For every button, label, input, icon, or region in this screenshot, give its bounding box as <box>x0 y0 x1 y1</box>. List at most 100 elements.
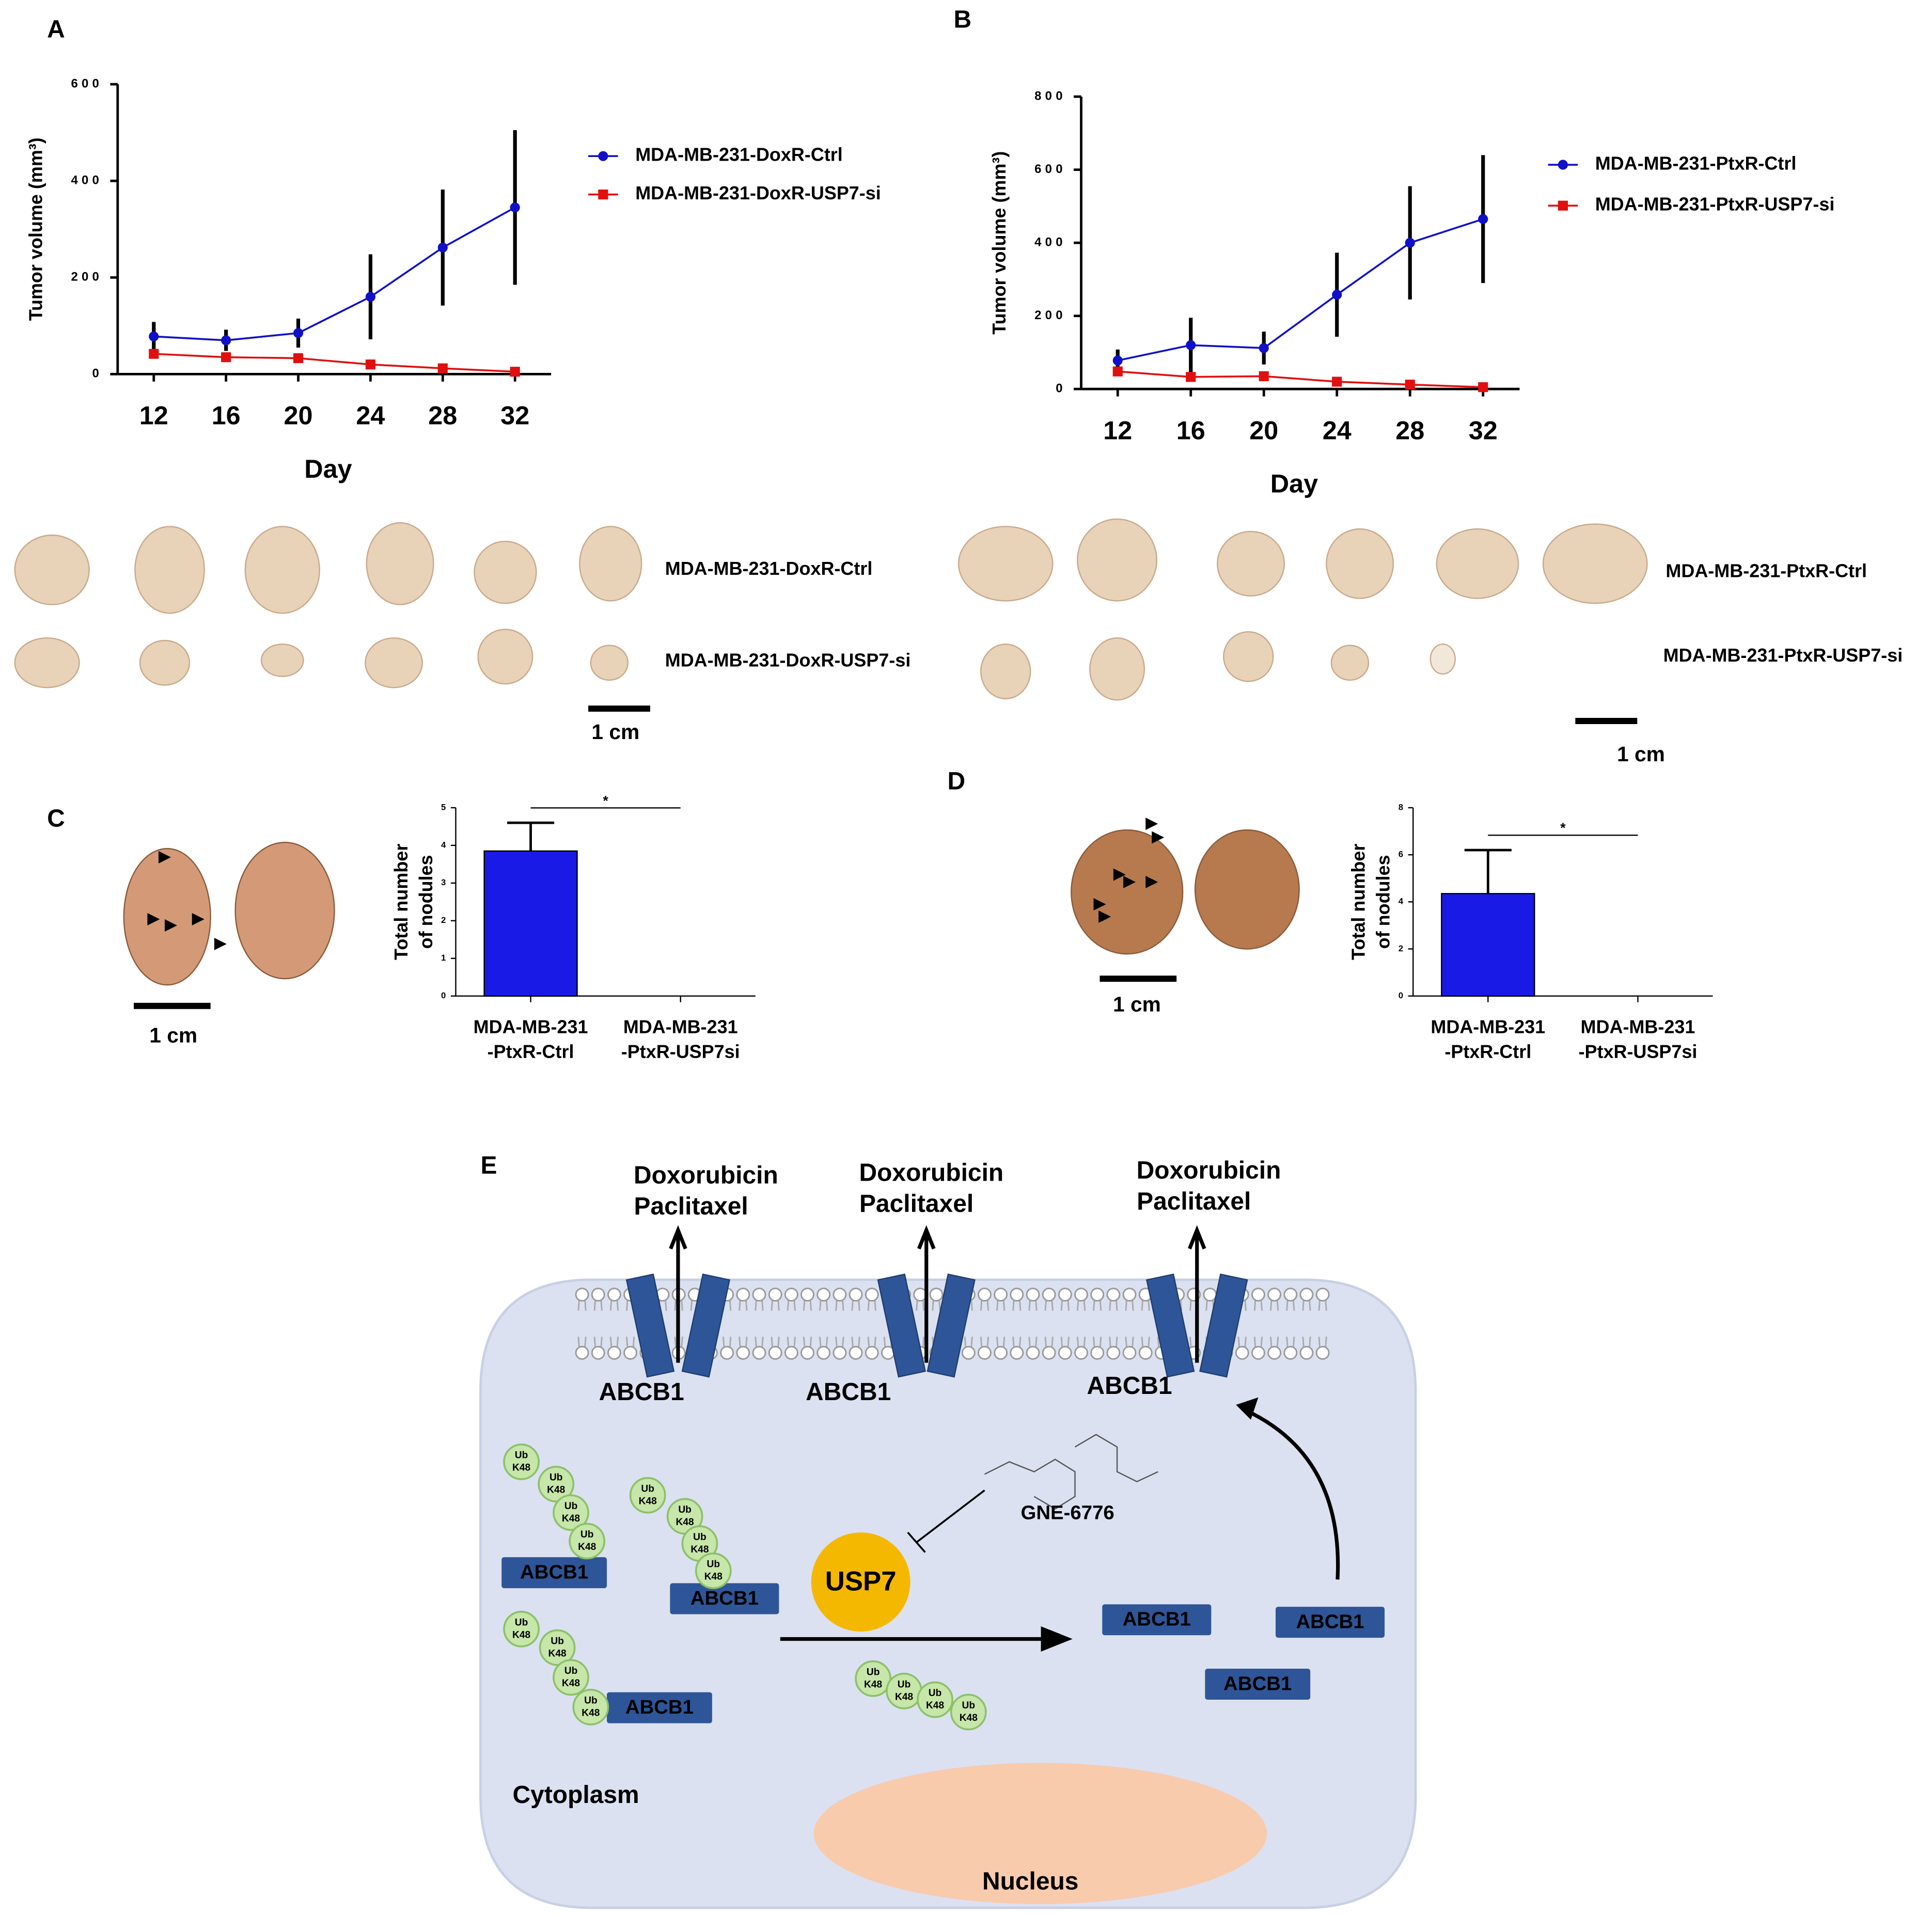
label: Total number <box>1348 844 1369 960</box>
label: of nodules <box>415 855 436 949</box>
lipid-head <box>1090 1288 1105 1302</box>
marker <box>1186 372 1196 382</box>
lipid-head <box>1026 1288 1040 1302</box>
label: 600 <box>71 76 103 90</box>
abcb1-box <box>501 1557 607 1589</box>
lipid-head <box>607 1288 621 1302</box>
lipid-head <box>1090 1345 1105 1360</box>
channel <box>681 1273 731 1378</box>
arrowhead <box>1113 868 1126 881</box>
lipid-head <box>1058 1345 1072 1360</box>
efflux-arrow <box>917 1225 936 1363</box>
lipid-head <box>736 1288 750 1302</box>
label: Tumor volume (mm³) <box>25 137 46 321</box>
label: Day <box>1270 469 1318 498</box>
label: K48 <box>676 1517 695 1528</box>
marker <box>1332 290 1342 300</box>
label: 0 <box>441 991 446 1000</box>
label: Cytoplasm <box>513 1781 639 1809</box>
return-arrow <box>1244 1408 1340 1580</box>
lipid-head <box>768 1345 782 1360</box>
tumor-photo <box>366 522 434 605</box>
label: 0 <box>92 367 103 381</box>
label: Ub <box>549 1472 563 1483</box>
lipid-head <box>1299 1345 1314 1360</box>
label: 0 <box>1056 382 1066 396</box>
label: 32 <box>1469 415 1498 445</box>
label: MDA-MB-231 <box>1431 1016 1545 1037</box>
ubiquitin <box>569 1523 606 1560</box>
label: -PtxR-Ctrl <box>1444 1041 1531 1062</box>
label: of nodules <box>1373 855 1394 949</box>
lung-photo <box>123 848 211 986</box>
bar <box>483 850 578 997</box>
ubiquitin <box>553 1494 589 1531</box>
label: K48 <box>960 1713 978 1723</box>
lung-photo <box>1071 829 1184 955</box>
label: ABCB1 <box>1087 1372 1172 1400</box>
label: 400 <box>1034 235 1066 249</box>
label: 32 <box>500 401 529 430</box>
label: 1 cm <box>591 720 639 744</box>
lipid-head <box>1010 1345 1024 1360</box>
lipid-head <box>849 1288 863 1302</box>
label: Ub <box>929 1688 942 1699</box>
lipid-head <box>784 1288 798 1302</box>
lipid-head <box>978 1288 992 1302</box>
arrowhead <box>1152 831 1165 844</box>
label: Ub <box>584 1695 598 1706</box>
lipid-head <box>1315 1345 1330 1360</box>
label: Ub <box>515 1617 528 1628</box>
lipid-head <box>865 1345 879 1360</box>
label: Ub <box>564 1666 578 1676</box>
error-bar <box>507 821 555 851</box>
transfer-arrow <box>780 1626 1073 1652</box>
lipid-head <box>800 1345 814 1360</box>
label: K48 <box>512 1463 531 1473</box>
label: K48 <box>690 1544 709 1555</box>
ubiquitin <box>950 1693 987 1731</box>
ubiquitin <box>539 1629 576 1666</box>
label: Ub <box>693 1532 706 1543</box>
ubiquitin <box>695 1552 732 1589</box>
label: ABCB1 <box>1123 1608 1191 1630</box>
lipid-head <box>720 1345 734 1360</box>
lipid-head <box>591 1288 605 1302</box>
label: 24 <box>1323 415 1352 445</box>
label: K48 <box>578 1542 596 1552</box>
label: 6 <box>1399 850 1403 859</box>
lipid-head <box>752 1288 766 1302</box>
label: GNE-6776 <box>1021 1501 1114 1524</box>
lipid-head <box>849 1345 863 1360</box>
tumor-photo <box>1330 645 1370 681</box>
label: Doxorubicin <box>1137 1157 1281 1184</box>
lipid-head <box>833 1345 847 1360</box>
efflux-arrow <box>1188 1225 1206 1363</box>
lipid-head <box>1267 1288 1282 1302</box>
tumor-photo <box>134 526 205 614</box>
lipid-head <box>1122 1345 1137 1360</box>
series-line <box>1117 218 1484 362</box>
lipid-head <box>1074 1288 1088 1302</box>
label: 12 <box>139 401 168 430</box>
lipid-head <box>1315 1288 1330 1302</box>
label: MDA-MB-231-DoxR-Ctrl <box>635 144 843 165</box>
arrowhead <box>1145 875 1158 888</box>
legend-marker <box>1558 160 1568 170</box>
tumor-photo <box>1326 528 1394 599</box>
arrowhead <box>1123 875 1136 888</box>
tumor-photo <box>1089 637 1145 701</box>
ubiquitin <box>917 1681 953 1718</box>
lipid-head <box>1010 1288 1024 1302</box>
legend-marker <box>598 151 608 161</box>
tumor-photo <box>14 637 80 688</box>
lipid-head <box>978 1345 992 1360</box>
label: -PtxR-USP7si <box>621 1041 740 1062</box>
label: K48 <box>512 1629 531 1640</box>
lung-photo <box>1194 829 1300 950</box>
label: Nucleus <box>982 1868 1079 1895</box>
ubiquitin <box>503 1610 540 1648</box>
tumor-photo <box>260 644 304 677</box>
lipid-head <box>865 1288 879 1302</box>
